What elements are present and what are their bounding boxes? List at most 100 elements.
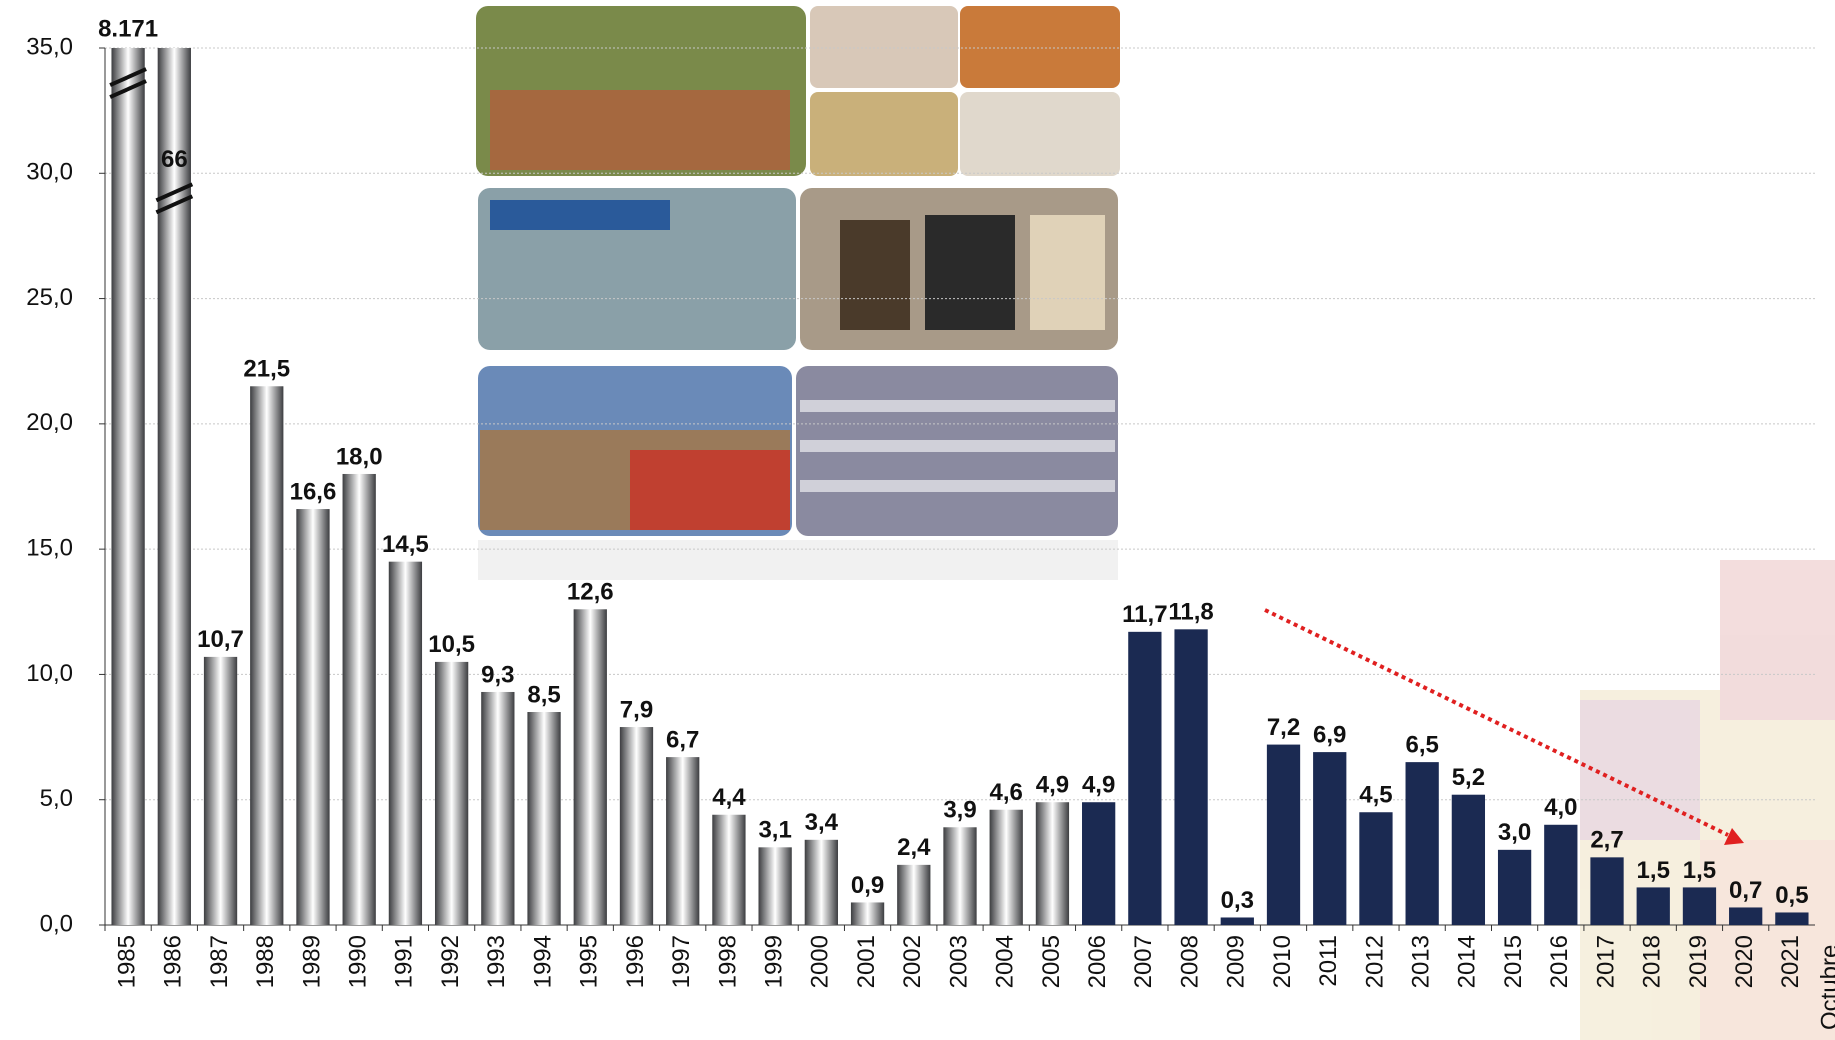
bar — [666, 757, 700, 925]
y-tick-label: 25,0 — [26, 284, 73, 311]
bar — [1497, 849, 1532, 925]
bar — [1359, 812, 1393, 925]
value-label: 2,7 — [1590, 827, 1623, 854]
x-tick-label: 2012 — [1361, 935, 1388, 988]
x-tick-label: 1987 — [206, 935, 233, 988]
x-tick-label: 1992 — [437, 935, 464, 988]
y-tick-label: 30,0 — [26, 159, 73, 186]
x-tick-label: 2000 — [807, 935, 834, 988]
value-label: 8.171 — [98, 15, 158, 42]
bar — [157, 48, 191, 926]
y-tick-label: 5,0 — [40, 785, 73, 812]
x-tick-label: 2018 — [1639, 935, 1666, 988]
bar — [250, 386, 284, 925]
y-tick-label: 35,0 — [26, 33, 73, 60]
value-label: 9,3 — [481, 661, 514, 688]
x-tick-label: 2015 — [1500, 935, 1527, 988]
bar — [1405, 762, 1439, 925]
bar — [342, 473, 376, 925]
bar — [296, 509, 330, 925]
x-tick-label: 2020 — [1731, 935, 1758, 988]
value-label: 12,6 — [567, 579, 614, 606]
y-tick-label: 10,0 — [26, 660, 73, 687]
x-tick-label: 1985 — [113, 935, 140, 988]
x-tick-label: 2007 — [1130, 935, 1157, 988]
axis-break — [109, 67, 147, 87]
bar — [388, 561, 423, 925]
bar — [111, 48, 145, 925]
value-label: 21,5 — [243, 356, 290, 383]
x-tick-label: 1996 — [622, 935, 649, 988]
arrow-head — [1724, 828, 1744, 845]
bar — [850, 902, 885, 925]
value-label: 8,5 — [527, 681, 560, 708]
value-label: 1,5 — [1637, 857, 1670, 884]
x-tick-label: 1998 — [714, 935, 741, 988]
value-label: 10,7 — [197, 626, 244, 653]
bar — [1729, 907, 1763, 925]
value-label: 5,2 — [1452, 764, 1485, 791]
bar — [1266, 744, 1301, 925]
x-tick-label: 2013 — [1408, 935, 1435, 988]
value-label: 18,0 — [336, 443, 383, 470]
x-tick-label: 2017 — [1592, 935, 1619, 988]
value-label: 0,7 — [1729, 877, 1762, 904]
value-label: 7,2 — [1267, 714, 1300, 741]
x-tick-label: 1995 — [576, 935, 603, 988]
bar — [1128, 631, 1162, 925]
value-label: 3,4 — [805, 809, 839, 836]
x-tick-label: 1986 — [160, 935, 187, 988]
x-tick-label: 2001 — [853, 935, 880, 988]
bar — [619, 727, 654, 925]
x-tick-label: 2019 — [1685, 935, 1712, 988]
value-label: 2,4 — [897, 834, 931, 861]
annotation: Octubre — [1816, 945, 1835, 1030]
x-tick-label: 2003 — [945, 935, 972, 988]
x-tick-label: 1991 — [391, 935, 418, 988]
bar — [989, 809, 1023, 925]
bar — [481, 691, 515, 925]
value-label: 16,6 — [290, 478, 337, 505]
x-tick-label: 2016 — [1546, 935, 1573, 988]
value-label: 6,9 — [1313, 721, 1346, 748]
value-label: 11,7 — [1122, 601, 1167, 628]
y-tick-label: 0,0 — [40, 910, 73, 937]
y-tick-label: 20,0 — [26, 409, 73, 436]
bar — [943, 827, 977, 925]
x-tick-label: 2010 — [1269, 935, 1296, 988]
bar — [203, 656, 238, 925]
x-tick-label: 2011 — [1315, 935, 1342, 987]
x-tick-label: 1990 — [345, 935, 372, 988]
bar — [1082, 802, 1116, 925]
bar — [434, 661, 469, 925]
x-tick-label: 1999 — [760, 935, 787, 988]
bars — [111, 48, 1809, 926]
x-tick-label: 2002 — [899, 935, 926, 988]
value-label: 4,4 — [712, 784, 746, 811]
trend-arrow — [1264, 608, 1729, 837]
bar — [1544, 824, 1578, 925]
bar — [758, 847, 792, 925]
bar — [897, 864, 931, 925]
background-pattern — [1580, 560, 1835, 1040]
value-label: 7,9 — [620, 696, 653, 723]
bar — [712, 814, 746, 925]
x-tick-label: 1989 — [298, 935, 325, 988]
value-label: 11,8 — [1168, 599, 1213, 626]
x-tick-label: 2005 — [1038, 935, 1065, 988]
x-tick-label: 1993 — [483, 935, 510, 988]
value-label: 10,5 — [428, 631, 475, 658]
bar — [1035, 802, 1070, 925]
value-label: 4,6 — [990, 779, 1023, 806]
axis-break — [109, 79, 147, 99]
value-label: 14,5 — [382, 531, 429, 558]
bar — [1590, 857, 1624, 925]
axis-break — [155, 182, 194, 203]
value-label: 66 — [161, 146, 188, 173]
x-tick-label: 1997 — [668, 935, 695, 988]
value-label: 4,9 — [1036, 772, 1069, 799]
x-tick-label: 2004 — [992, 935, 1019, 988]
value-label: 6,7 — [666, 726, 699, 753]
y-tick-label: 15,0 — [26, 534, 73, 561]
value-label: 0,5 — [1775, 882, 1808, 909]
